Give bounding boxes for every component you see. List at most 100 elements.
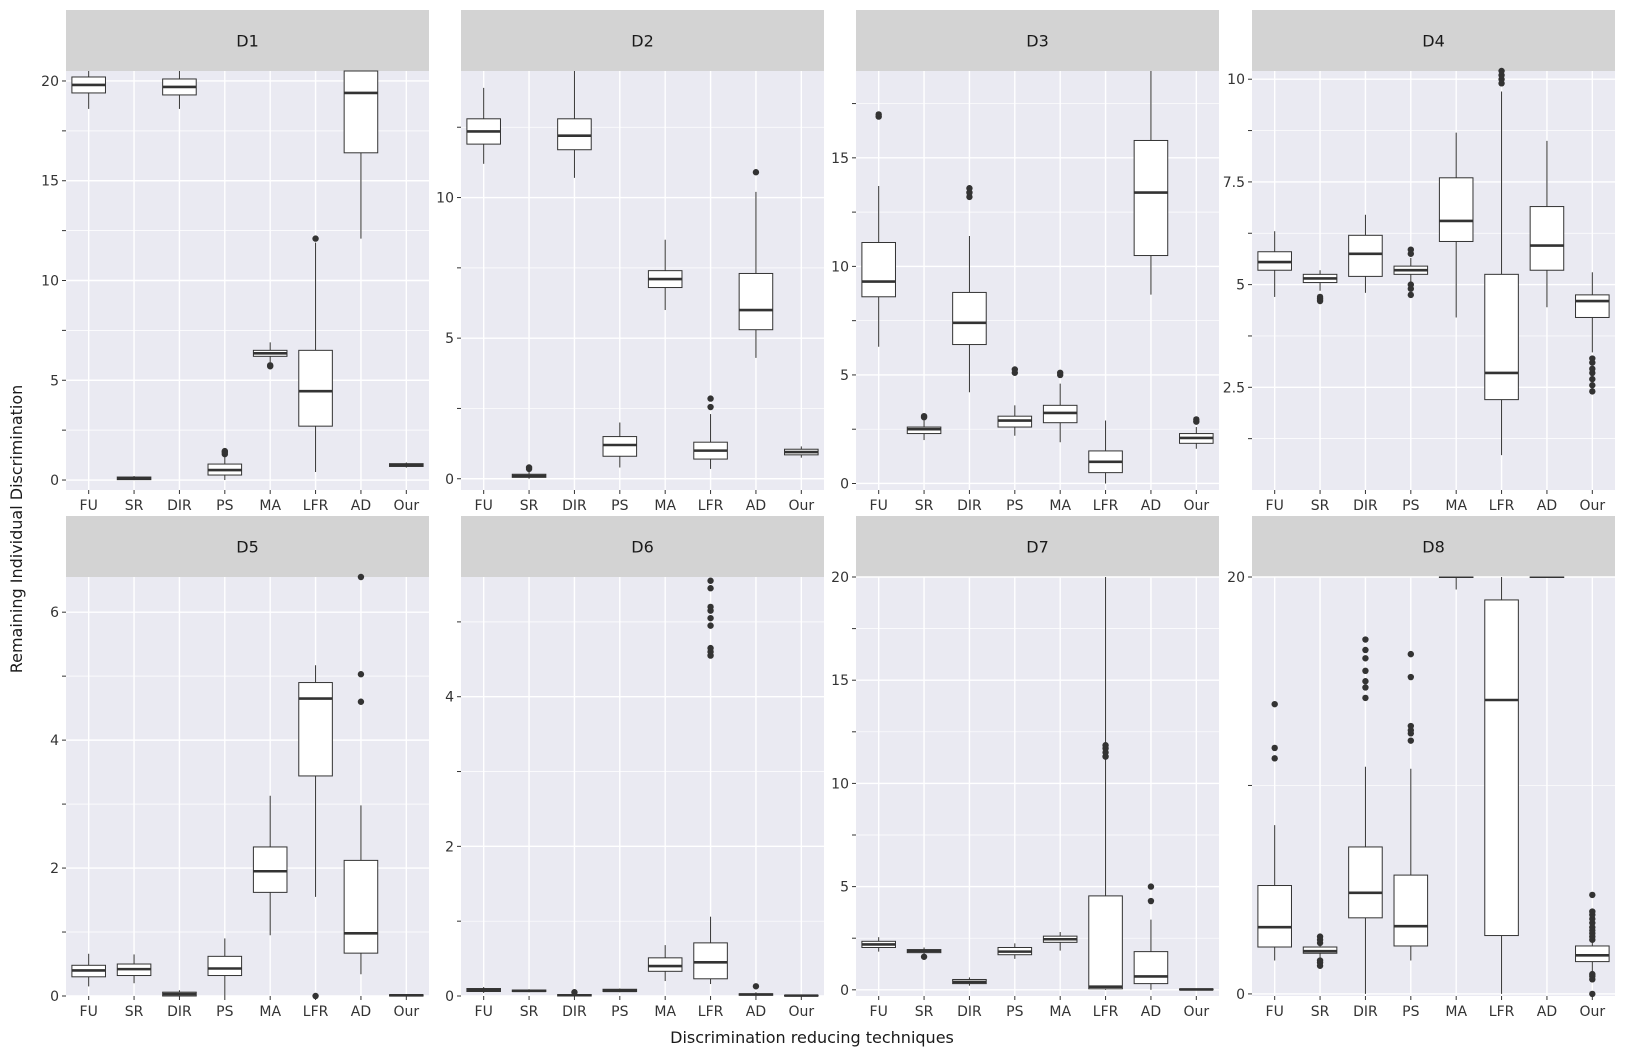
y-tick-label: 20 [1227,570,1245,586]
outlier-point [707,403,714,411]
x-tick-label: AD [1141,1004,1161,1020]
box-sr [511,464,547,479]
x-tick-label: DIR [1353,1004,1378,1020]
panel-d6: D6 0 2 4 FU SR DIR PS MA LFR AD Our [445,516,824,1020]
y-tick-label: 10 [1227,72,1245,88]
box-rect [1529,576,1565,578]
outlier-point [707,614,714,622]
x-tick-label: MA [1049,1004,1071,1020]
y-tick-label: 0 [1236,987,1245,1003]
y-tick-label: 5 [1236,278,1245,294]
x-tick-label: Our [1579,1004,1605,1020]
y-tick-label: 2 [445,839,454,855]
x-tick-label: FU [80,498,98,514]
box-rect [1133,951,1169,985]
outlier-point [707,622,714,629]
box-ps [997,943,1033,959]
x-tick-label: DIR [562,498,587,514]
box-rect [1484,599,1519,937]
outlier-point [1362,678,1369,685]
outlier-point [1589,388,1596,395]
box-sr [116,954,152,984]
y-tick-label: 10 [831,259,849,275]
facet-label: D6 [631,538,654,557]
x-tick-label: PS [216,1004,233,1020]
x-tick-label: MA [259,1004,281,1020]
x-tick-label: FU [1266,1004,1284,1020]
x-tick-label: SR [915,498,934,514]
panel-d4: D4 2.5 5 7.5 10 FU SR DIR PS MA LFR AD Our [1223,10,1615,514]
outlier-point [1589,990,1596,998]
facet-label: D4 [1422,32,1445,51]
box-dir [557,989,592,997]
box-fu [71,71,106,109]
y-tick-label: 5 [445,331,454,347]
box-ma [1042,369,1078,443]
facet-strip [461,10,824,71]
x-tick-label: DIR [957,1004,982,1020]
box-ad [1133,883,1169,990]
y-tick-label: 5 [840,880,849,896]
box-rect [952,291,987,346]
outlier-point [312,235,319,242]
x-tick-label: PS [1402,1004,1419,1020]
box-sr [1302,933,1338,969]
x-tick-label: MA [654,1004,676,1020]
box-rect [1438,177,1474,242]
outlier-point [966,185,973,192]
box-our [1575,272,1610,395]
x-tick-label: DIR [957,498,982,514]
box-ma [252,342,288,370]
outlier-point [1147,897,1155,905]
box-rect [602,436,638,457]
panel-d5: D5 0 2 4 6 FU SR DIR PS MA LFR AD Our [50,516,429,1020]
x-tick-label: Our [788,1004,814,1020]
box-ps [602,422,638,468]
x-tick-label: AD [351,498,371,514]
plot-background [1252,577,1615,996]
box-ad [343,573,379,975]
outlier-point [357,573,365,581]
outlier-point [920,953,928,960]
outlier-point [1589,970,1596,978]
box-rect [343,859,379,954]
box-rect [207,955,243,977]
box-ps [1393,246,1429,299]
y-tick-label: 7.5 [1223,175,1245,191]
box-our [784,994,819,997]
box-rect [1575,945,1610,963]
x-tick-label: AD [1537,1004,1557,1020]
outlier-point [1589,355,1596,362]
box-rect [1348,234,1383,277]
box-rect [557,118,592,151]
outlier-point [1271,755,1278,762]
box-ma [647,239,683,311]
outlier-point [1316,293,1324,301]
box-ps [997,366,1033,436]
x-tick-label: PS [1006,498,1023,514]
outlier-point [1589,382,1596,389]
box-lfr [1088,420,1123,484]
x-tick-label: Our [1183,498,1209,514]
box-rect [252,846,288,893]
outlier-point [357,698,365,705]
x-tick-label: Our [1579,498,1605,514]
x-tick-label: Our [788,498,814,514]
x-tick-label: DIR [562,1004,587,1020]
outlier-point [221,447,229,455]
outlier-point [1407,722,1415,730]
facet-strip [856,10,1219,71]
x-tick-label: Our [393,498,419,514]
box-fu [466,987,501,994]
outlier-point [1362,646,1369,654]
x-tick-label: LFR [303,1004,329,1020]
y-tick-label: 20 [831,570,849,586]
outlier-point [1362,667,1369,675]
box-our [1179,416,1214,449]
x-tick-label: AD [1141,498,1161,514]
box-rect [1348,846,1383,919]
y-tick-label: 0 [445,472,454,488]
x-tick-label: AD [351,1004,371,1020]
box-dir [162,990,197,997]
